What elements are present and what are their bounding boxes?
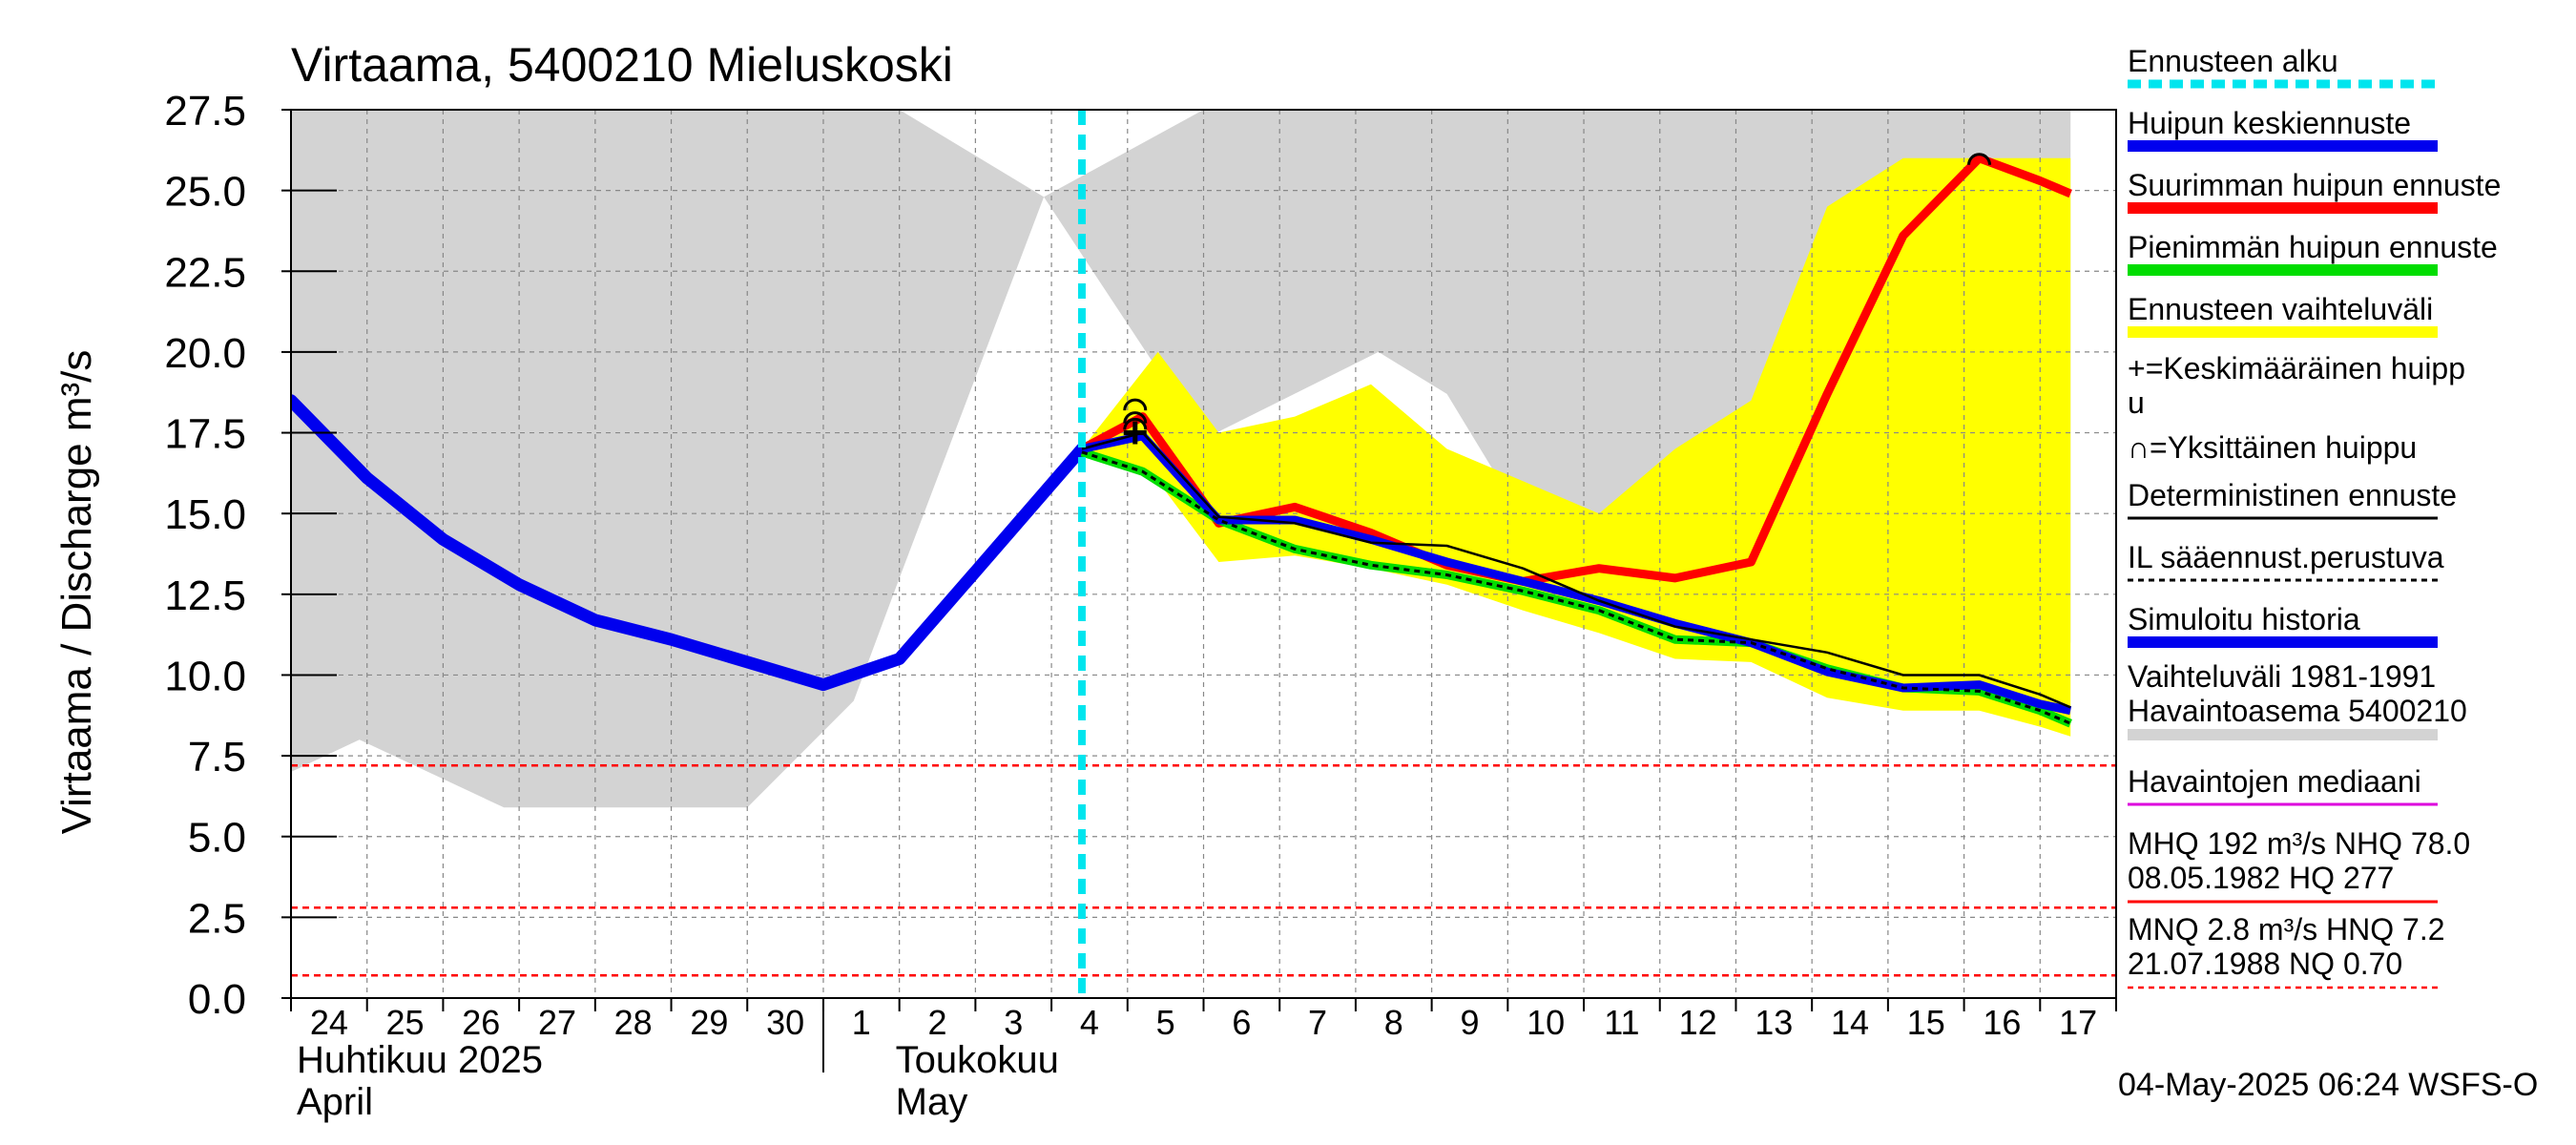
x-tick-label: 6 [1232, 1003, 1251, 1042]
month-label-en: April [297, 1081, 373, 1123]
x-tick-label: 8 [1384, 1003, 1403, 1042]
legend-label: MNQ 2.8 m³/s HNQ 7.2 [2128, 912, 2445, 947]
series-line-il-based [1081, 450, 2071, 725]
x-tick-label: 3 [1004, 1003, 1023, 1042]
legend-label: +=Keskimääräinen huipp [2128, 351, 2465, 385]
month-label-en: May [896, 1081, 968, 1123]
y-tick-label: 10.0 [164, 653, 246, 699]
x-tick-label: 1 [852, 1003, 871, 1042]
x-tick-label: 12 [1679, 1003, 1717, 1042]
legend-label: Suurimman huipun ennuste [2128, 168, 2501, 202]
y-tick-label: 25.0 [164, 169, 246, 216]
y-tick-label: 15.0 [164, 491, 246, 538]
month-label-fi: Toukokuu [896, 1039, 1059, 1081]
x-tick-label: 16 [1983, 1003, 2021, 1042]
legend-label: Ennusteen alku [2128, 44, 2338, 78]
x-tick-label: 25 [386, 1003, 425, 1042]
series-line-simulated-history [291, 394, 1089, 692]
y-tick-label: 12.5 [164, 572, 246, 619]
peak-marker-mean [1123, 421, 1147, 445]
legend-label: ∩=Yksittäinen huippu [2128, 430, 2417, 465]
y-tick-label: 5.0 [188, 815, 246, 862]
chart-title: Virtaama, 5400210 Mieluskoski [291, 38, 953, 92]
x-tick-label: 15 [1907, 1003, 1945, 1042]
y-axis-label: Virtaama / Discharge m³/s [53, 350, 100, 835]
legend-label: 08.05.1982 HQ 277 [2128, 861, 2394, 895]
x-tick-label: 9 [1460, 1003, 1479, 1042]
plot-content [291, 110, 2116, 998]
legend-label: u [2128, 385, 2145, 420]
legend-label: IL sääennust.perustuva [2128, 540, 2444, 574]
x-tick-label: 2 [928, 1003, 947, 1042]
legend-label: Pienimmän huipun ennuste [2128, 230, 2498, 264]
peak-marker-single [1123, 398, 1148, 411]
y-tick-label: 7.5 [188, 734, 246, 781]
legend-label: Havaintojen mediaani [2128, 764, 2421, 799]
y-tick-label: 2.5 [188, 895, 246, 942]
legend-label: Huipun keskiennuste [2128, 106, 2411, 140]
legend-label: Deterministinen ennuste [2128, 478, 2457, 512]
x-tick-label: 5 [1156, 1003, 1175, 1042]
x-tick-label: 28 [614, 1003, 653, 1042]
footer-timestamp: 04-May-2025 06:24 WSFS-O [2118, 1067, 2538, 1103]
x-tick-label: 11 [1604, 1003, 1639, 1042]
history-range-band [291, 110, 2071, 808]
x-tick-label: 4 [1080, 1003, 1099, 1042]
month-label-fi: Huhtikuu 2025 [297, 1039, 543, 1081]
series-line-deterministic [1081, 431, 2071, 709]
x-tick-label: 29 [690, 1003, 728, 1042]
x-tick-label: 24 [310, 1003, 348, 1042]
x-tick-label: 10 [1527, 1003, 1565, 1042]
x-tick-label: 27 [538, 1003, 576, 1042]
legend-label: Havaintoasema 5400210 [2128, 694, 2467, 728]
x-tick-label: 13 [1755, 1003, 1793, 1042]
y-tick-label: 27.5 [164, 88, 246, 135]
x-tick-label: 14 [1831, 1003, 1869, 1042]
legend-label: Ennusteen vaihteluväli [2128, 292, 2433, 326]
x-tick-label: 17 [2059, 1003, 2097, 1042]
plot-area: 0.0 2.5 5.0 7.5 10.0 12.5 15.0 17.5 20.0 22.5 25.0… [53, 88, 2117, 1123]
x-tick-label: 7 [1308, 1003, 1327, 1042]
y-tick-label: 0.0 [188, 976, 246, 1023]
legend-label: Vaihteluväli 1981-1991 [2128, 659, 2436, 694]
y-tick-label: 17.5 [164, 411, 246, 458]
x-tick-label: 30 [766, 1003, 804, 1042]
peak-marker-single [1123, 417, 1148, 430]
legend-label: 21.07.1988 NQ 0.70 [2128, 947, 2402, 981]
forecast-range-band [1082, 157, 2071, 737]
legend-label: Simuloitu historia [2128, 602, 2360, 636]
peak-marker-single [1123, 411, 1148, 424]
legend: Ennusteen alku Huipun keskiennuste Suurimm… [2128, 44, 2501, 989]
legend-label: MHQ 192 m³/s NHQ 78.0 [2128, 826, 2470, 861]
y-tick-label: 20.0 [164, 330, 246, 377]
x-tick-label: 26 [462, 1003, 500, 1042]
y-tick-label: 22.5 [164, 249, 246, 296]
peak-marker-single [1967, 153, 1992, 165]
